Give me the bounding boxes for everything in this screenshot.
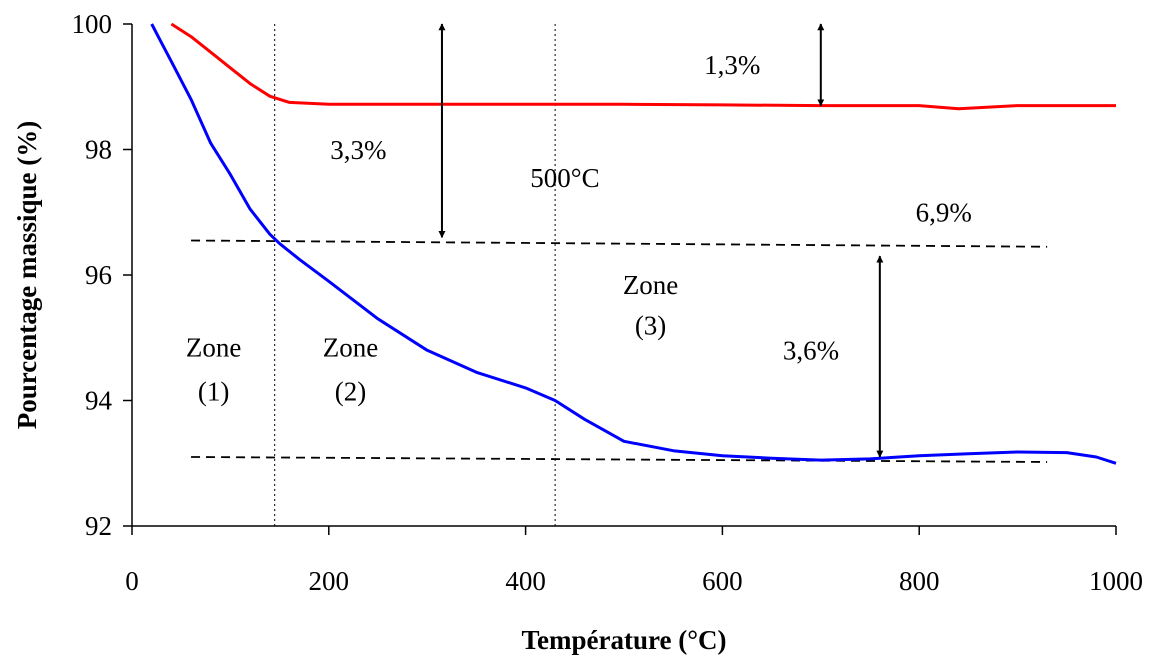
- annotation-zone-3-word: Zone: [623, 270, 678, 300]
- annotation-zone-3-num: (3): [635, 311, 666, 341]
- arrow-annotations: [438, 23, 884, 458]
- annotation-pct-3-3: 3,3%: [330, 135, 386, 165]
- x-tick-label: 200: [309, 566, 350, 596]
- x-tick-label: 1000: [1089, 566, 1143, 596]
- tick-labels: 0 200 400 600 800 1000 92 94 96 98 100: [72, 9, 1144, 596]
- text-annotations: 1,3% 3,3% 500°C 6,9% Zone (3) 3,6% Zone (1) Zone (…: [186, 50, 972, 406]
- dashed-level-line: [191, 456, 1048, 463]
- x-tick-label: 400: [505, 566, 546, 596]
- axes: [123, 23, 1117, 535]
- series-lines: [150, 22, 1117, 465]
- y-tick-label: 94: [85, 386, 113, 416]
- x-tick-label: 800: [899, 566, 940, 596]
- x-axis-title: Température (°C): [521, 625, 726, 655]
- series-line-red: [170, 22, 1116, 111]
- y-tick-label: 96: [85, 260, 112, 290]
- annotation-zone-1-num: (1): [198, 377, 229, 407]
- y-tick-label: 100: [72, 9, 113, 39]
- series-line-blue: [150, 23, 1117, 465]
- y-tick-label: 98: [85, 135, 112, 165]
- y-axis-title: Pourcentage massique (%): [12, 121, 42, 429]
- x-tick-label: 0: [125, 566, 139, 596]
- annotation-pct-6-9: 6,9%: [916, 198, 972, 228]
- annotation-pct-1-3: 1,3%: [704, 50, 760, 80]
- reference-lines: [191, 24, 1048, 526]
- y-tick-label: 92: [85, 511, 112, 541]
- annotation-zone-1-word: Zone: [186, 333, 241, 363]
- annotation-temp-500: 500°C: [530, 163, 599, 193]
- annotation-zone-2-num: (2): [335, 377, 366, 407]
- annotation-zone-2-word: Zone: [323, 333, 378, 363]
- annotation-pct-3-6: 3,6%: [783, 336, 839, 366]
- x-tick-label: 600: [702, 566, 743, 596]
- dashed-level-line: [191, 239, 1048, 248]
